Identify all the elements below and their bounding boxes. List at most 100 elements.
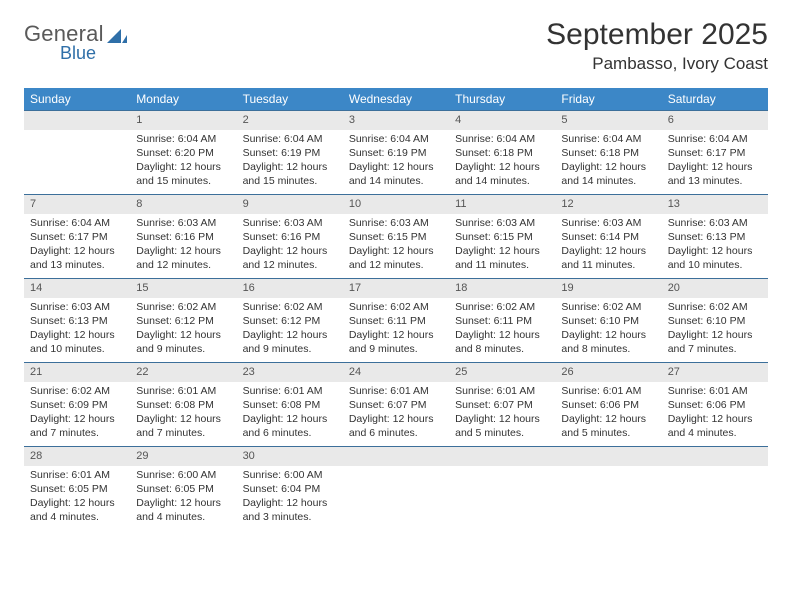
header: General Blue September 2025 Pambasso, Iv… xyxy=(24,18,768,74)
day-info: Sunrise: 6:02 AMSunset: 6:12 PMDaylight:… xyxy=(237,298,343,361)
calendar-day-cell: 6Sunrise: 6:04 AMSunset: 6:17 PMDaylight… xyxy=(662,110,768,194)
sunrise-text: Sunrise: 6:00 AM xyxy=(136,468,230,482)
day-info: Sunrise: 6:04 AMSunset: 6:19 PMDaylight:… xyxy=(343,130,449,193)
day-number: 22 xyxy=(130,362,236,382)
day-number: 21 xyxy=(24,362,130,382)
sunset-text: Sunset: 6:13 PM xyxy=(668,230,762,244)
day-info: Sunrise: 6:03 AMSunset: 6:16 PMDaylight:… xyxy=(130,214,236,277)
day-number: 30 xyxy=(237,446,343,466)
sunset-text: Sunset: 6:20 PM xyxy=(136,146,230,160)
day-info: Sunrise: 6:04 AMSunset: 6:18 PMDaylight:… xyxy=(555,130,661,193)
calendar-day-cell: 19Sunrise: 6:02 AMSunset: 6:10 PMDayligh… xyxy=(555,278,661,362)
title-block: September 2025 Pambasso, Ivory Coast xyxy=(546,18,768,74)
day-number: 29 xyxy=(130,446,236,466)
day-info: Sunrise: 6:02 AMSunset: 6:12 PMDaylight:… xyxy=(130,298,236,361)
daylight-text: Daylight: 12 hours and 15 minutes. xyxy=(136,160,230,188)
sunrise-text: Sunrise: 6:01 AM xyxy=(30,468,124,482)
sunrise-text: Sunrise: 6:00 AM xyxy=(243,468,337,482)
sunset-text: Sunset: 6:15 PM xyxy=(349,230,443,244)
weekday-header: Friday xyxy=(555,88,661,110)
sunset-text: Sunset: 6:11 PM xyxy=(349,314,443,328)
sunrise-text: Sunrise: 6:01 AM xyxy=(136,384,230,398)
calendar-day-cell: 7Sunrise: 6:04 AMSunset: 6:17 PMDaylight… xyxy=(24,194,130,278)
sunset-text: Sunset: 6:17 PM xyxy=(30,230,124,244)
sunset-text: Sunset: 6:05 PM xyxy=(136,482,230,496)
day-number: 8 xyxy=(130,194,236,214)
calendar-day-cell: 29Sunrise: 6:00 AMSunset: 6:05 PMDayligh… xyxy=(130,446,236,530)
sunrise-text: Sunrise: 6:02 AM xyxy=(30,384,124,398)
sunset-text: Sunset: 6:14 PM xyxy=(561,230,655,244)
day-number xyxy=(662,446,768,466)
sunrise-text: Sunrise: 6:02 AM xyxy=(668,300,762,314)
calendar-day-cell: 21Sunrise: 6:02 AMSunset: 6:09 PMDayligh… xyxy=(24,362,130,446)
daylight-text: Daylight: 12 hours and 13 minutes. xyxy=(668,160,762,188)
calendar-day-cell: 10Sunrise: 6:03 AMSunset: 6:15 PMDayligh… xyxy=(343,194,449,278)
calendar-day-cell: 27Sunrise: 6:01 AMSunset: 6:06 PMDayligh… xyxy=(662,362,768,446)
sunrise-text: Sunrise: 6:03 AM xyxy=(136,216,230,230)
daylight-text: Daylight: 12 hours and 12 minutes. xyxy=(136,244,230,272)
daylight-text: Daylight: 12 hours and 4 minutes. xyxy=(136,496,230,524)
daylight-text: Daylight: 12 hours and 8 minutes. xyxy=(561,328,655,356)
day-number: 17 xyxy=(343,278,449,298)
calendar-day-cell: 28Sunrise: 6:01 AMSunset: 6:05 PMDayligh… xyxy=(24,446,130,530)
sunset-text: Sunset: 6:07 PM xyxy=(455,398,549,412)
day-number: 9 xyxy=(237,194,343,214)
month-title: September 2025 xyxy=(546,18,768,52)
daylight-text: Daylight: 12 hours and 14 minutes. xyxy=(561,160,655,188)
daylight-text: Daylight: 12 hours and 4 minutes. xyxy=(30,496,124,524)
sunrise-text: Sunrise: 6:01 AM xyxy=(349,384,443,398)
day-info: Sunrise: 6:03 AMSunset: 6:15 PMDaylight:… xyxy=(343,214,449,277)
day-info: Sunrise: 6:04 AMSunset: 6:17 PMDaylight:… xyxy=(662,130,768,193)
day-number: 28 xyxy=(24,446,130,466)
calendar-day-cell: 30Sunrise: 6:00 AMSunset: 6:04 PMDayligh… xyxy=(237,446,343,530)
sunrise-text: Sunrise: 6:04 AM xyxy=(561,132,655,146)
day-info: Sunrise: 6:01 AMSunset: 6:08 PMDaylight:… xyxy=(130,382,236,445)
day-number xyxy=(343,446,449,466)
weekday-header: Wednesday xyxy=(343,88,449,110)
sunrise-text: Sunrise: 6:03 AM xyxy=(455,216,549,230)
sunset-text: Sunset: 6:12 PM xyxy=(136,314,230,328)
logo-text-general: General xyxy=(24,24,104,45)
daylight-text: Daylight: 12 hours and 15 minutes. xyxy=(243,160,337,188)
calendar-day-cell: 16Sunrise: 6:02 AMSunset: 6:12 PMDayligh… xyxy=(237,278,343,362)
sunrise-text: Sunrise: 6:01 AM xyxy=(668,384,762,398)
day-number xyxy=(24,110,130,130)
calendar-day-cell: 9Sunrise: 6:03 AMSunset: 6:16 PMDaylight… xyxy=(237,194,343,278)
sunset-text: Sunset: 6:15 PM xyxy=(455,230,549,244)
daylight-text: Daylight: 12 hours and 7 minutes. xyxy=(30,412,124,440)
day-number: 18 xyxy=(449,278,555,298)
day-number: 27 xyxy=(662,362,768,382)
day-info: Sunrise: 6:02 AMSunset: 6:10 PMDaylight:… xyxy=(662,298,768,361)
sunset-text: Sunset: 6:10 PM xyxy=(561,314,655,328)
calendar-day-cell: 25Sunrise: 6:01 AMSunset: 6:07 PMDayligh… xyxy=(449,362,555,446)
weekday-header: Sunday xyxy=(24,88,130,110)
day-number: 2 xyxy=(237,110,343,130)
sunset-text: Sunset: 6:04 PM xyxy=(243,482,337,496)
day-info: Sunrise: 6:01 AMSunset: 6:06 PMDaylight:… xyxy=(662,382,768,445)
day-info: Sunrise: 6:00 AMSunset: 6:05 PMDaylight:… xyxy=(130,466,236,529)
sunrise-text: Sunrise: 6:04 AM xyxy=(136,132,230,146)
daylight-text: Daylight: 12 hours and 12 minutes. xyxy=(243,244,337,272)
day-info: Sunrise: 6:04 AMSunset: 6:17 PMDaylight:… xyxy=(24,214,130,277)
day-info: Sunrise: 6:00 AMSunset: 6:04 PMDaylight:… xyxy=(237,466,343,529)
sunset-text: Sunset: 6:08 PM xyxy=(243,398,337,412)
sunset-text: Sunset: 6:16 PM xyxy=(136,230,230,244)
day-number: 12 xyxy=(555,194,661,214)
day-number: 13 xyxy=(662,194,768,214)
daylight-text: Daylight: 12 hours and 12 minutes. xyxy=(349,244,443,272)
calendar-day-cell: 5Sunrise: 6:04 AMSunset: 6:18 PMDaylight… xyxy=(555,110,661,194)
logo-sail-icon xyxy=(107,27,127,43)
sunrise-text: Sunrise: 6:02 AM xyxy=(455,300,549,314)
sunset-text: Sunset: 6:08 PM xyxy=(136,398,230,412)
calendar-day-cell: 13Sunrise: 6:03 AMSunset: 6:13 PMDayligh… xyxy=(662,194,768,278)
daylight-text: Daylight: 12 hours and 14 minutes. xyxy=(349,160,443,188)
day-number: 4 xyxy=(449,110,555,130)
day-number: 23 xyxy=(237,362,343,382)
calendar-day-cell xyxy=(343,446,449,530)
calendar-day-cell: 12Sunrise: 6:03 AMSunset: 6:14 PMDayligh… xyxy=(555,194,661,278)
logo-text-blue: Blue xyxy=(24,45,127,62)
calendar-day-cell: 14Sunrise: 6:03 AMSunset: 6:13 PMDayligh… xyxy=(24,278,130,362)
day-info: Sunrise: 6:01 AMSunset: 6:05 PMDaylight:… xyxy=(24,466,130,529)
sunrise-text: Sunrise: 6:01 AM xyxy=(243,384,337,398)
day-info: Sunrise: 6:02 AMSunset: 6:11 PMDaylight:… xyxy=(343,298,449,361)
